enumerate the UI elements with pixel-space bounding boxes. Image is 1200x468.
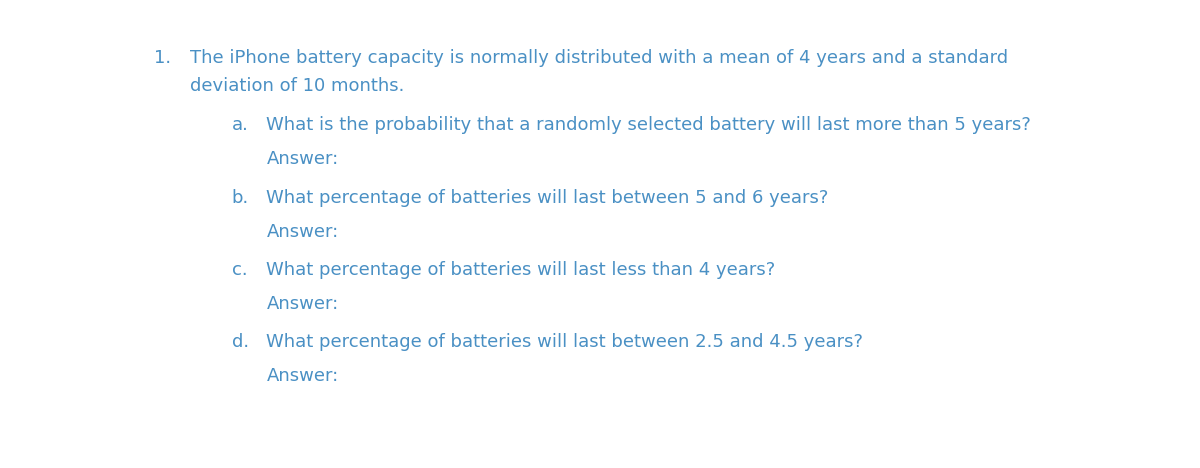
Text: b.: b. [232, 189, 248, 207]
Text: What is the probability that a randomly selected battery will last more than 5 y: What is the probability that a randomly … [266, 116, 1031, 134]
Text: Answer:: Answer: [266, 223, 338, 241]
Text: Answer:: Answer: [266, 295, 338, 313]
Text: What percentage of batteries will last between 5 and 6 years?: What percentage of batteries will last b… [266, 189, 829, 207]
Text: 1.: 1. [154, 49, 170, 67]
Text: What percentage of batteries will last less than 4 years?: What percentage of batteries will last l… [266, 261, 775, 279]
Text: Answer:: Answer: [266, 367, 338, 385]
Text: a.: a. [232, 116, 248, 134]
Text: c.: c. [232, 261, 247, 279]
Text: Answer:: Answer: [266, 150, 338, 168]
Text: What percentage of batteries will last between 2.5 and 4.5 years?: What percentage of batteries will last b… [266, 333, 864, 351]
Text: The iPhone battery capacity is normally distributed with a mean of 4 years and a: The iPhone battery capacity is normally … [190, 49, 1008, 67]
Text: deviation of 10 months.: deviation of 10 months. [190, 77, 404, 95]
Text: d.: d. [232, 333, 248, 351]
